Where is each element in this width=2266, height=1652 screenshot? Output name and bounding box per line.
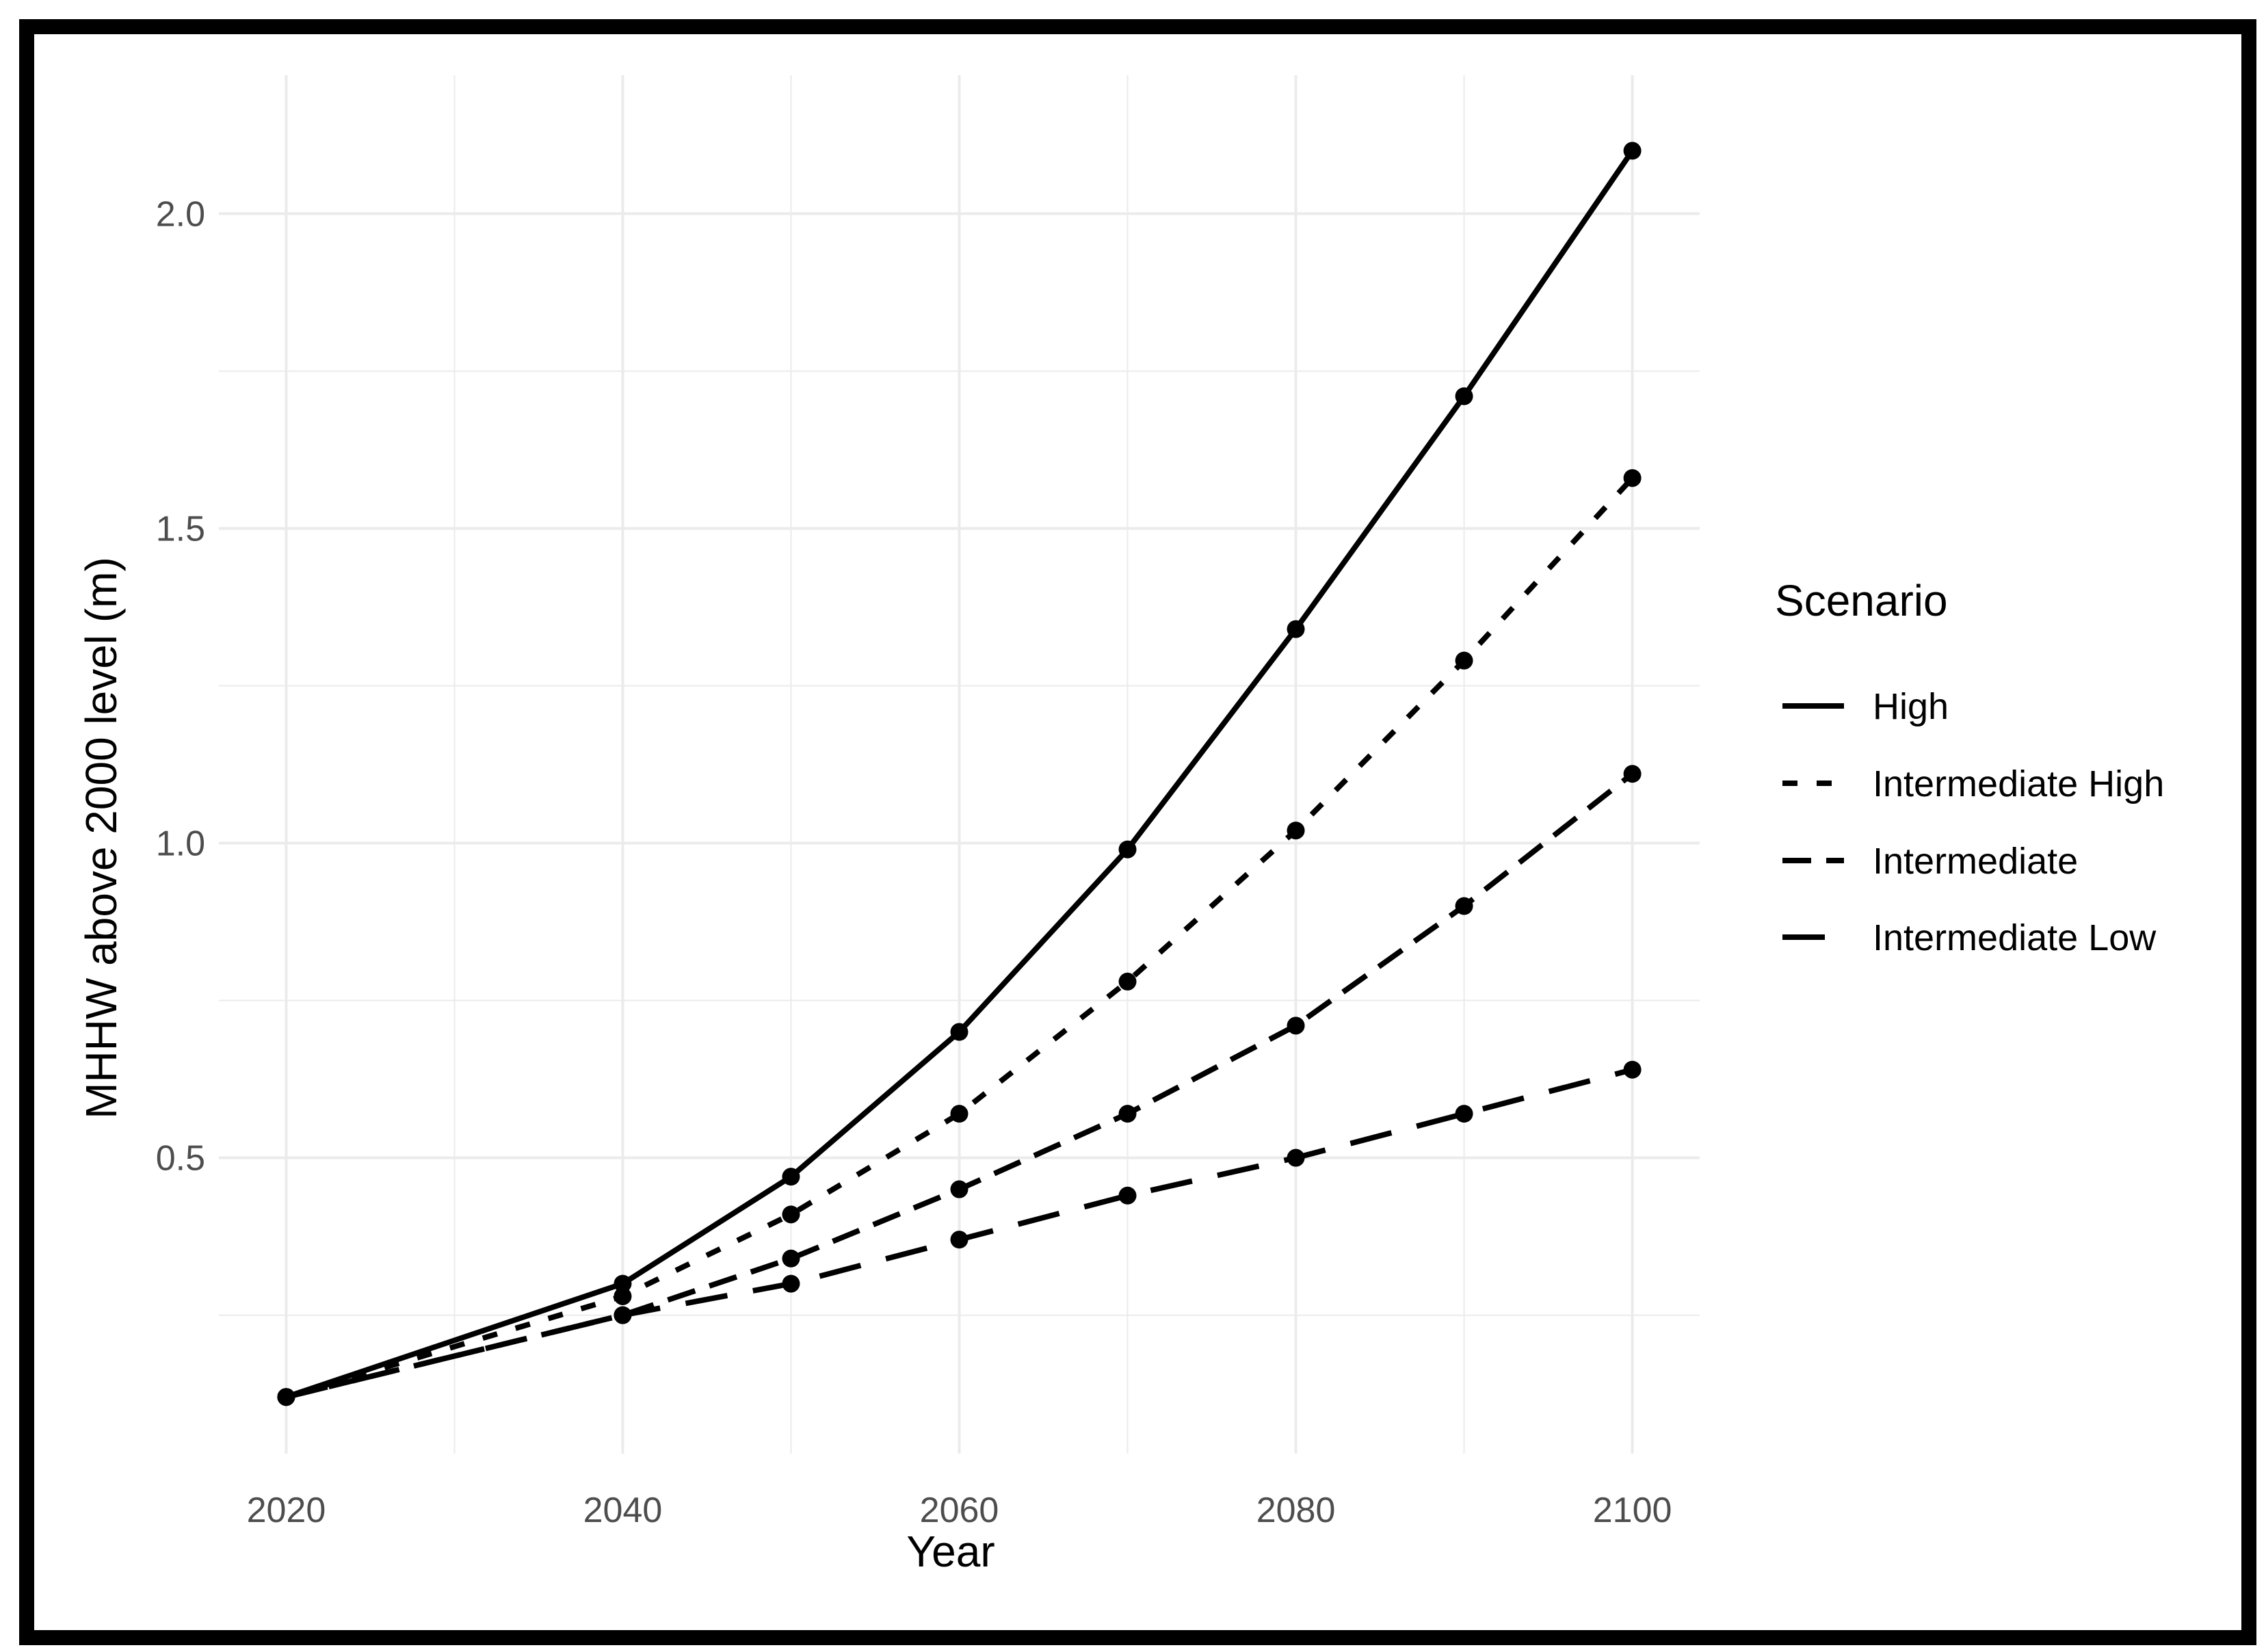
- series-line-intermediate: [285, 772, 1635, 1400]
- x-tick-label: 2040: [583, 1491, 663, 1530]
- x-axis-title: Year: [906, 1527, 994, 1576]
- data-point-intermediate-high: [1623, 469, 1642, 487]
- data-point-intermediate-high: [1455, 651, 1473, 670]
- major-gridlines: [219, 75, 1700, 1454]
- data-point-high: [614, 1274, 632, 1293]
- legend-label-high: High: [1873, 686, 1949, 727]
- series-points: [277, 142, 1642, 1406]
- data-point-intermediate-high: [950, 1105, 969, 1123]
- legend-label-intermediate: Intermediate: [1873, 841, 2078, 882]
- data-point-intermediate-high: [782, 1205, 800, 1224]
- data-point-intermediate-low: [1287, 1149, 1305, 1167]
- y-tick-label: 0.5: [156, 1139, 205, 1179]
- legend-title: Scenario: [1775, 576, 1948, 625]
- data-point-intermediate: [1623, 765, 1642, 783]
- chart-frame: 2020 2040 2060 2080 2100 0.5 1.0 1.5 2.0 Year M…: [19, 19, 2256, 1645]
- data-point-intermediate: [782, 1249, 800, 1268]
- y-tick-label: 1.0: [156, 824, 205, 864]
- y-tick-label: 2.0: [156, 194, 205, 234]
- data-point-intermediate: [1287, 1017, 1305, 1035]
- data-point-intermediate-low: [1455, 1105, 1473, 1123]
- data-point-intermediate-low: [1118, 1186, 1137, 1205]
- data-point-high: [1455, 387, 1473, 406]
- series-line-high: [285, 149, 1635, 1400]
- x-tick-label: 2020: [247, 1491, 326, 1530]
- x-axis-tick-labels: 2020 2040 2060 2080 2100: [247, 1491, 1672, 1530]
- legend-label-intermediate-low: Intermediate Low: [1873, 917, 2157, 958]
- data-point-intermediate-low: [1623, 1060, 1642, 1079]
- data-point-intermediate: [950, 1180, 969, 1198]
- data-point-intermediate-low: [277, 1388, 295, 1406]
- data-point-intermediate-high: [1118, 972, 1137, 991]
- series-line-intermediate-high: [285, 476, 1635, 1400]
- series-lines: [285, 149, 1635, 1400]
- legend-items: High Intermediate High Intermediate Interme…: [1782, 686, 2164, 958]
- data-point-intermediate: [1118, 1105, 1137, 1123]
- line-chart: 2020 2040 2060 2080 2100 0.5 1.0 1.5 2.0 Year M…: [77, 75, 2164, 1576]
- y-axis-tick-labels: 0.5 1.0 1.5 2.0: [156, 194, 205, 1178]
- data-point-intermediate-low: [782, 1274, 800, 1293]
- data-point-intermediate-low: [950, 1231, 969, 1249]
- x-tick-label: 2080: [1256, 1491, 1336, 1530]
- legend-label-intermediate-high: Intermediate High: [1873, 763, 2164, 804]
- data-point-high: [1623, 142, 1642, 160]
- y-axis-title: MHHW above 2000 level (m): [77, 557, 126, 1119]
- data-point-high: [1287, 620, 1305, 638]
- y-tick-label: 1.5: [156, 509, 205, 549]
- legend: Scenario High Intermediate High Intermedia…: [1775, 576, 2164, 958]
- data-point-intermediate-high: [1287, 822, 1305, 840]
- data-point-intermediate-high: [614, 1287, 632, 1305]
- x-tick-label: 2100: [1593, 1491, 1672, 1530]
- x-tick-label: 2060: [920, 1491, 999, 1530]
- data-point-high: [782, 1168, 800, 1186]
- data-point-intermediate: [1455, 897, 1473, 915]
- data-point-high: [950, 1023, 969, 1041]
- data-point-intermediate-low: [614, 1306, 632, 1324]
- data-point-high: [1118, 840, 1137, 858]
- series-line-intermediate-low: [285, 1066, 1633, 1400]
